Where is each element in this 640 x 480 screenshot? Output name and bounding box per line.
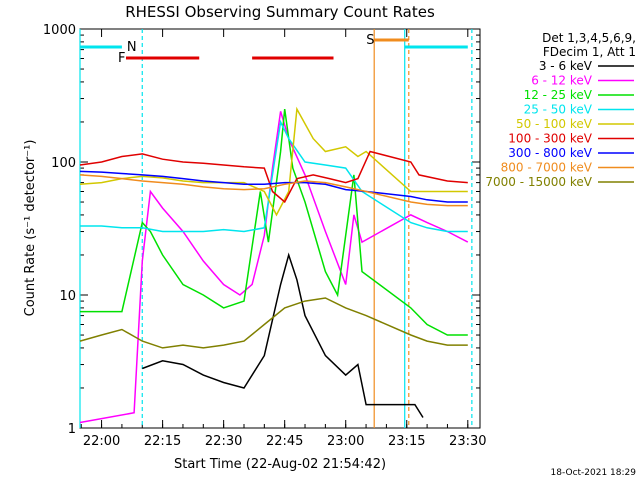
legend-entry: 300 - 800 keV <box>508 146 592 160</box>
series-line <box>79 170 468 203</box>
timestamp: 18-Oct-2021 18:29 <box>551 468 637 478</box>
flag-label: N <box>127 40 137 55</box>
flag-label: S <box>366 33 374 48</box>
series-line <box>79 111 469 424</box>
series-line <box>79 174 468 207</box>
plot-area: 22:00 22:15 22:30 22:45 23:00 23:15 23:30 1 10 10… <box>43 23 487 449</box>
y-tick-label: 10 <box>59 289 76 304</box>
y-axis-label: Count Rate (s⁻¹ detector⁻¹) <box>23 140 38 317</box>
series-line <box>142 252 424 418</box>
legend-entry: 12 - 25 keV <box>524 88 593 102</box>
x-tick-label: 22:00 <box>83 434 120 449</box>
legend-header: Det 1,3,4,5,6,9, <box>542 31 636 45</box>
y-tick-label: 1000 <box>43 23 76 38</box>
legend-entry: 100 - 300 keV <box>508 132 592 146</box>
chart-title: RHESSI Observing Summary Count Rates <box>125 3 435 21</box>
series-line <box>79 150 468 204</box>
x-axis-label: Start Time (22-Aug-02 21:54:42) <box>174 457 386 472</box>
x-tick-label: 22:15 <box>144 434 181 449</box>
x-tick-label: 22:30 <box>205 434 242 449</box>
legend-entry: 50 - 100 keV <box>516 117 593 131</box>
y-tick-label: 1 <box>68 422 76 437</box>
legend-entry: 800 - 7000 keV <box>501 161 593 175</box>
x-tick-label: 23:30 <box>449 434 486 449</box>
legend: Det 1,3,4,5,6,9,FDecim 1, Att 13 - 6 keV… <box>485 31 636 189</box>
legend-header: FDecim 1, Att 1 <box>543 45 636 59</box>
y-tick-label: 100 <box>51 156 76 171</box>
series-line <box>79 106 468 217</box>
x-tick-label: 22:45 <box>266 434 303 449</box>
legend-entry: 25 - 50 keV <box>524 103 593 117</box>
legend-entry: 3 - 6 keV <box>539 59 593 73</box>
x-tick-label: 23:00 <box>327 434 364 449</box>
legend-entry: 7000 - 15000 keV <box>485 175 592 189</box>
x-tick-label: 23:15 <box>388 434 425 449</box>
series-line <box>79 297 468 349</box>
series-line <box>80 119 468 233</box>
legend-entry: 6 - 12 keV <box>531 74 593 88</box>
flag-label: F <box>118 51 125 66</box>
series-line <box>80 108 468 336</box>
